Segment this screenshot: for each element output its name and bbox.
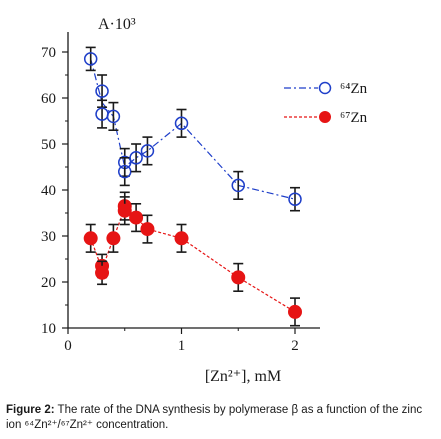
data-point xyxy=(288,192,302,206)
axes: 10 20 30 40 50 60 70 0 1 2 xyxy=(41,32,320,354)
x-tick-label: 2 xyxy=(291,338,299,354)
data-point xyxy=(288,304,302,319)
y-tick-label: 50 xyxy=(41,137,56,153)
legend-label: ⁶⁴Zn xyxy=(340,81,368,97)
series-layer xyxy=(83,46,302,327)
y-tick-label: 40 xyxy=(41,183,56,199)
data-point xyxy=(174,231,189,246)
series-line xyxy=(90,58,296,200)
data-point xyxy=(106,231,121,246)
data-point xyxy=(174,116,189,131)
data-point xyxy=(118,164,132,179)
data-point xyxy=(83,52,98,66)
caption-text: The rate of the DNA synthesis by polymer… xyxy=(6,404,423,431)
legend-marker xyxy=(319,111,331,123)
x-axis-title: [Zn²⁺], mM xyxy=(205,368,281,385)
legend-label: ⁶⁷Zn xyxy=(340,110,368,126)
data-point xyxy=(140,222,155,237)
data-point xyxy=(129,151,143,165)
data-point xyxy=(140,144,155,158)
data-point xyxy=(83,231,98,246)
y-tick-label: 20 xyxy=(41,275,56,291)
y-tick-label: 70 xyxy=(41,45,56,61)
series-1 xyxy=(83,46,302,212)
x-tick-label: 1 xyxy=(178,338,186,354)
caption-label: Figure 2: xyxy=(6,404,55,416)
data-point xyxy=(231,270,246,285)
data-point xyxy=(117,203,132,218)
series-2 xyxy=(83,191,302,327)
y-axis-title: A·10³ xyxy=(98,16,136,33)
data-point xyxy=(129,210,144,225)
x-tick-label: 0 xyxy=(64,338,72,354)
legend: ⁶⁴Zn ⁶⁷Zn xyxy=(284,81,368,126)
data-point xyxy=(95,84,109,98)
y-tick-label: 10 xyxy=(41,321,56,337)
data-point xyxy=(95,265,110,280)
y-tick-label: 30 xyxy=(41,229,56,245)
legend-marker xyxy=(318,81,332,95)
figure-caption: Figure 2: The rate of the DNA synthesis … xyxy=(6,403,438,433)
data-point xyxy=(106,109,121,124)
y-tick-label: 60 xyxy=(41,91,56,107)
data-point xyxy=(231,178,245,193)
